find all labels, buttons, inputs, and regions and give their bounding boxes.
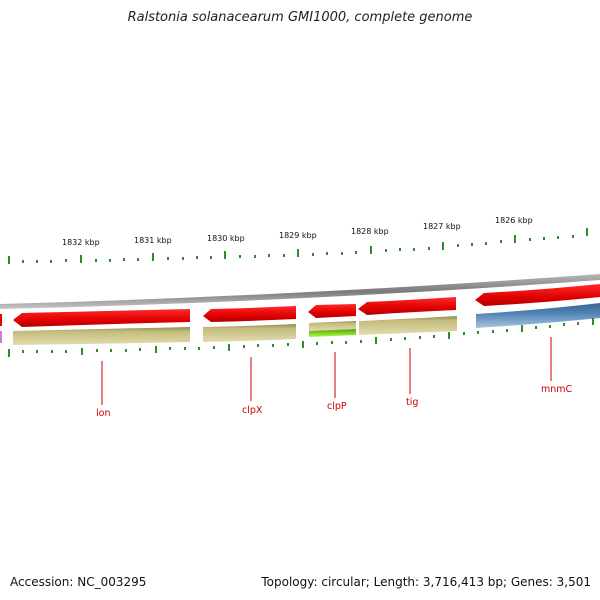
cds-arrow-lon — [13, 309, 190, 327]
gene-label-clpP: clpP — [327, 401, 347, 412]
gene-block-clpX — [203, 324, 296, 342]
ruler-label: 1828 kbp — [351, 227, 389, 236]
gene-label-lon: lon — [96, 408, 110, 419]
gene-block-clpP — [309, 321, 356, 331]
gene-block-mnmC — [476, 303, 600, 328]
label-leaders — [101, 337, 552, 405]
ruler-label: 1832 kbp — [62, 238, 100, 247]
ruler-labels: 1832 kbp 1831 kbp 1830 kbp 1829 kbp 1828… — [62, 216, 533, 247]
gene-track — [13, 303, 600, 345]
cds-track — [13, 284, 600, 327]
gene-block-tig — [359, 316, 457, 335]
gene-labels: lon clpX clpP tig mnmC — [96, 384, 573, 419]
ruler-label: 1826 kbp — [495, 216, 533, 225]
cds-arrow-mnmC — [475, 284, 600, 306]
gene-label-tig: tig — [406, 397, 418, 408]
gene-block-clpP-highlight — [309, 329, 356, 337]
gene-label-mnmC: mnmC — [541, 384, 573, 395]
gene-block-lon — [13, 327, 190, 345]
ruler-label: 1827 kbp — [423, 222, 461, 231]
gene-label-clpX: clpX — [242, 405, 263, 416]
ruler-label: 1829 kbp — [279, 231, 317, 240]
genome-backbone — [0, 274, 600, 309]
ruler-label: 1831 kbp — [134, 236, 172, 245]
inner-ruler — [8, 318, 594, 357]
cds-arrow-clpP — [308, 304, 356, 318]
genome-stats-text: Topology: circular; Length: 3,716,413 bp… — [261, 575, 591, 589]
outer-ruler — [8, 228, 588, 264]
cds-arrow-clpX — [203, 306, 296, 322]
edge-stub — [0, 314, 2, 326]
edge-stub — [0, 331, 2, 343]
cds-arrow-tig — [358, 297, 456, 315]
ruler-label: 1830 kbp — [207, 234, 245, 243]
map-title: Ralstonia solanacearum GMI1000, complete… — [127, 10, 473, 25]
accession-text: Accession: NC_003295 — [10, 575, 147, 589]
